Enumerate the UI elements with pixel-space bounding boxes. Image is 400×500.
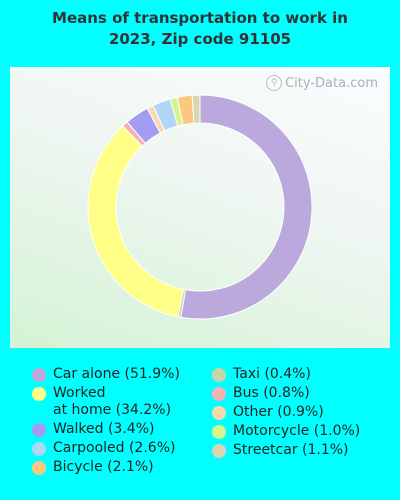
watermark: ⚲ City-Data.com [266, 75, 378, 91]
legend-item-worked-at-home: Worked at home (34.2%) [32, 385, 180, 419]
legend-label: Carpooled (2.6%) [53, 440, 176, 456]
legend-label: Motorcycle (1.0%) [233, 423, 361, 439]
magnifier-icon: ⚲ [266, 75, 283, 91]
legend-item-carpooled: Carpooled (2.6%) [32, 440, 180, 457]
legend-item-car-alone: Car alone (51.9%) [32, 366, 180, 383]
legend-item-walked: Walked (3.4%) [32, 421, 180, 438]
legend-label: Bicycle (2.1%) [53, 459, 154, 475]
legend-label: Walked (3.4%) [53, 421, 155, 437]
legend-label: Taxi (0.4%) [233, 366, 311, 382]
legend-swatch [32, 368, 46, 382]
legend-swatch [32, 423, 46, 437]
donut-slice-car-alone [180, 94, 313, 320]
donut-slice-streetcar [191, 94, 201, 124]
legend-item-bicycle: Bicycle (2.1%) [32, 459, 180, 476]
legend-label: Car alone (51.9%) [53, 366, 180, 382]
legend-item-bus: Bus (0.8%) [212, 385, 360, 402]
legend-item-motorcycle: Motorcycle (1.0%) [212, 423, 360, 440]
legend-item-streetcar: Streetcar (1.1%) [212, 442, 360, 459]
legend-label: Bus (0.8%) [233, 385, 310, 401]
legend-item-taxi: Taxi (0.4%) [212, 366, 360, 383]
legend-swatch [32, 387, 46, 401]
chart-panel: ⚲ City-Data.com [10, 67, 390, 348]
legend-label: Streetcar (1.1%) [233, 442, 349, 458]
legend-column-1: Car alone (51.9%) Worked at home (34.2%) W… [32, 366, 180, 478]
legend-swatch [212, 387, 226, 401]
legend-swatch [212, 406, 226, 420]
legend-label: Other (0.9%) [233, 404, 324, 420]
legend-swatch [32, 442, 46, 456]
legend-label: Worked at home (34.2%) [53, 385, 172, 418]
legend-item-other: Other (0.9%) [212, 404, 360, 421]
legend-swatch [32, 461, 46, 475]
donut-slice-worked-at-home [87, 125, 185, 318]
legend-swatch [212, 444, 226, 458]
legend-swatch [212, 425, 226, 439]
donut-chart [87, 94, 313, 320]
chart-title: Means of transportation to work in 2023,… [0, 8, 400, 50]
watermark-text: City-Data.com [285, 75, 378, 91]
legend-column-2: Taxi (0.4%) Bus (0.8%) Other (0.9%) Motorcy… [212, 366, 360, 461]
chart-title-line-1: Means of transportation to work in [52, 9, 348, 27]
chart-title-line-2: 2023, Zip code 91105 [108, 30, 292, 48]
legend-swatch [212, 368, 226, 382]
